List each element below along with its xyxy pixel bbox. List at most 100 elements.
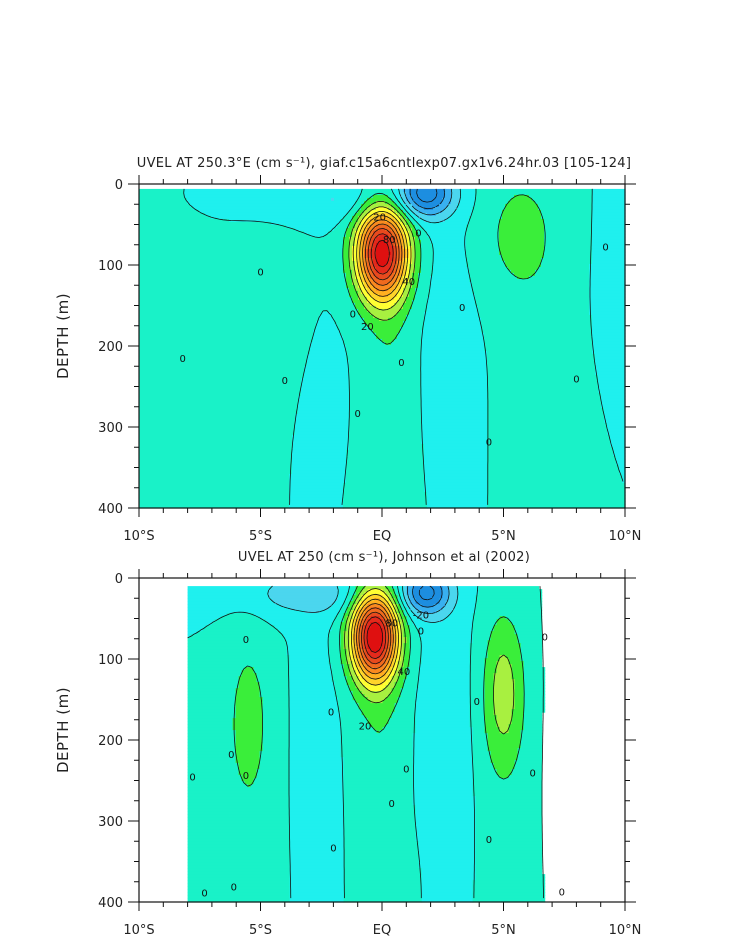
contour-band [496,769,513,773]
contour-band [517,757,543,761]
contour-band [382,652,387,656]
contour-band [289,503,344,508]
contour-band [487,389,599,394]
contour-band [406,284,413,289]
contour-band [364,317,380,322]
contour-band [487,500,626,505]
contour-band [364,685,387,689]
contour-band [379,646,387,650]
contour-band [421,338,485,343]
contour-band [340,724,372,728]
contour-band [139,428,296,433]
contour-band [370,278,374,283]
contour-band [487,413,605,418]
contour-band [187,616,222,620]
contour-band [427,494,488,499]
contour-band [358,661,363,665]
contour-band [349,398,422,403]
contour-band [472,886,546,890]
contour-band [325,233,347,238]
contour-band [139,398,299,403]
contour-band [472,745,489,749]
contour-band [433,272,470,277]
contour-band [412,733,474,737]
contour-band [409,625,417,629]
contour-band [343,808,417,812]
contour-band [493,766,516,770]
contour-band [289,787,345,791]
contour-band [349,236,356,241]
contour-band [289,823,345,827]
contour-band [343,631,351,635]
contour-band [415,808,477,812]
contour-band [544,236,593,241]
contour-band [355,655,360,659]
contour-band [364,227,368,232]
contour-band [538,203,593,208]
contour-band [340,754,414,758]
contour-band [466,245,500,250]
contour-band [523,709,546,713]
contour-band [373,272,392,277]
contour-band [187,769,240,773]
contour-band [475,197,512,202]
contour-band [499,251,545,256]
contour-band [238,763,261,767]
contour-band [358,218,362,223]
contour-band [289,500,344,505]
contour-band [523,715,543,719]
contour-band [469,685,486,689]
contour-band [139,431,296,436]
contour-band [403,631,411,635]
contour-band [274,601,336,605]
contour-band [592,248,626,253]
contour-band [298,404,350,409]
contour-band [592,323,626,328]
contour-band [397,284,401,289]
contour-band [472,790,543,794]
contour-band [427,299,476,304]
contour-band [397,586,405,590]
contour-band [343,841,420,845]
contour-band [427,497,488,502]
contour-band [523,724,543,728]
contour-band [469,718,486,722]
contour-band [592,335,626,340]
contour-band [412,787,474,791]
contour-band [472,766,495,770]
contour-band [427,500,488,505]
contour-band [385,610,390,614]
contour-band [487,745,522,749]
contour-band [439,601,447,605]
contour-band [511,715,525,719]
contour-band [424,470,488,475]
contour-band [235,709,264,713]
contour-band [412,586,444,590]
contour-band [385,598,390,602]
contour-band [394,209,398,214]
contour-band [466,233,500,238]
contour-band [139,341,311,346]
y-axis-label: DEPTH (m) [54,293,72,379]
contour-band [358,670,366,674]
contour-band [394,281,398,286]
contour-band [139,323,317,328]
contour-band [388,646,393,650]
contour-band [397,293,404,298]
contour-band [289,865,345,869]
contour-band [499,245,545,250]
contour-band [367,212,374,217]
contour-band [397,275,401,280]
contour-band [415,712,471,716]
contour-band [400,224,407,229]
contour-band [187,886,291,890]
contour-band [187,763,240,767]
contour-band [478,305,590,310]
contour-band [343,634,351,638]
contour-band [379,317,389,322]
contour-band [259,754,291,758]
contour-band [592,251,626,256]
contour-band [370,281,377,286]
contour-line [367,228,397,281]
contour-band [412,251,416,256]
